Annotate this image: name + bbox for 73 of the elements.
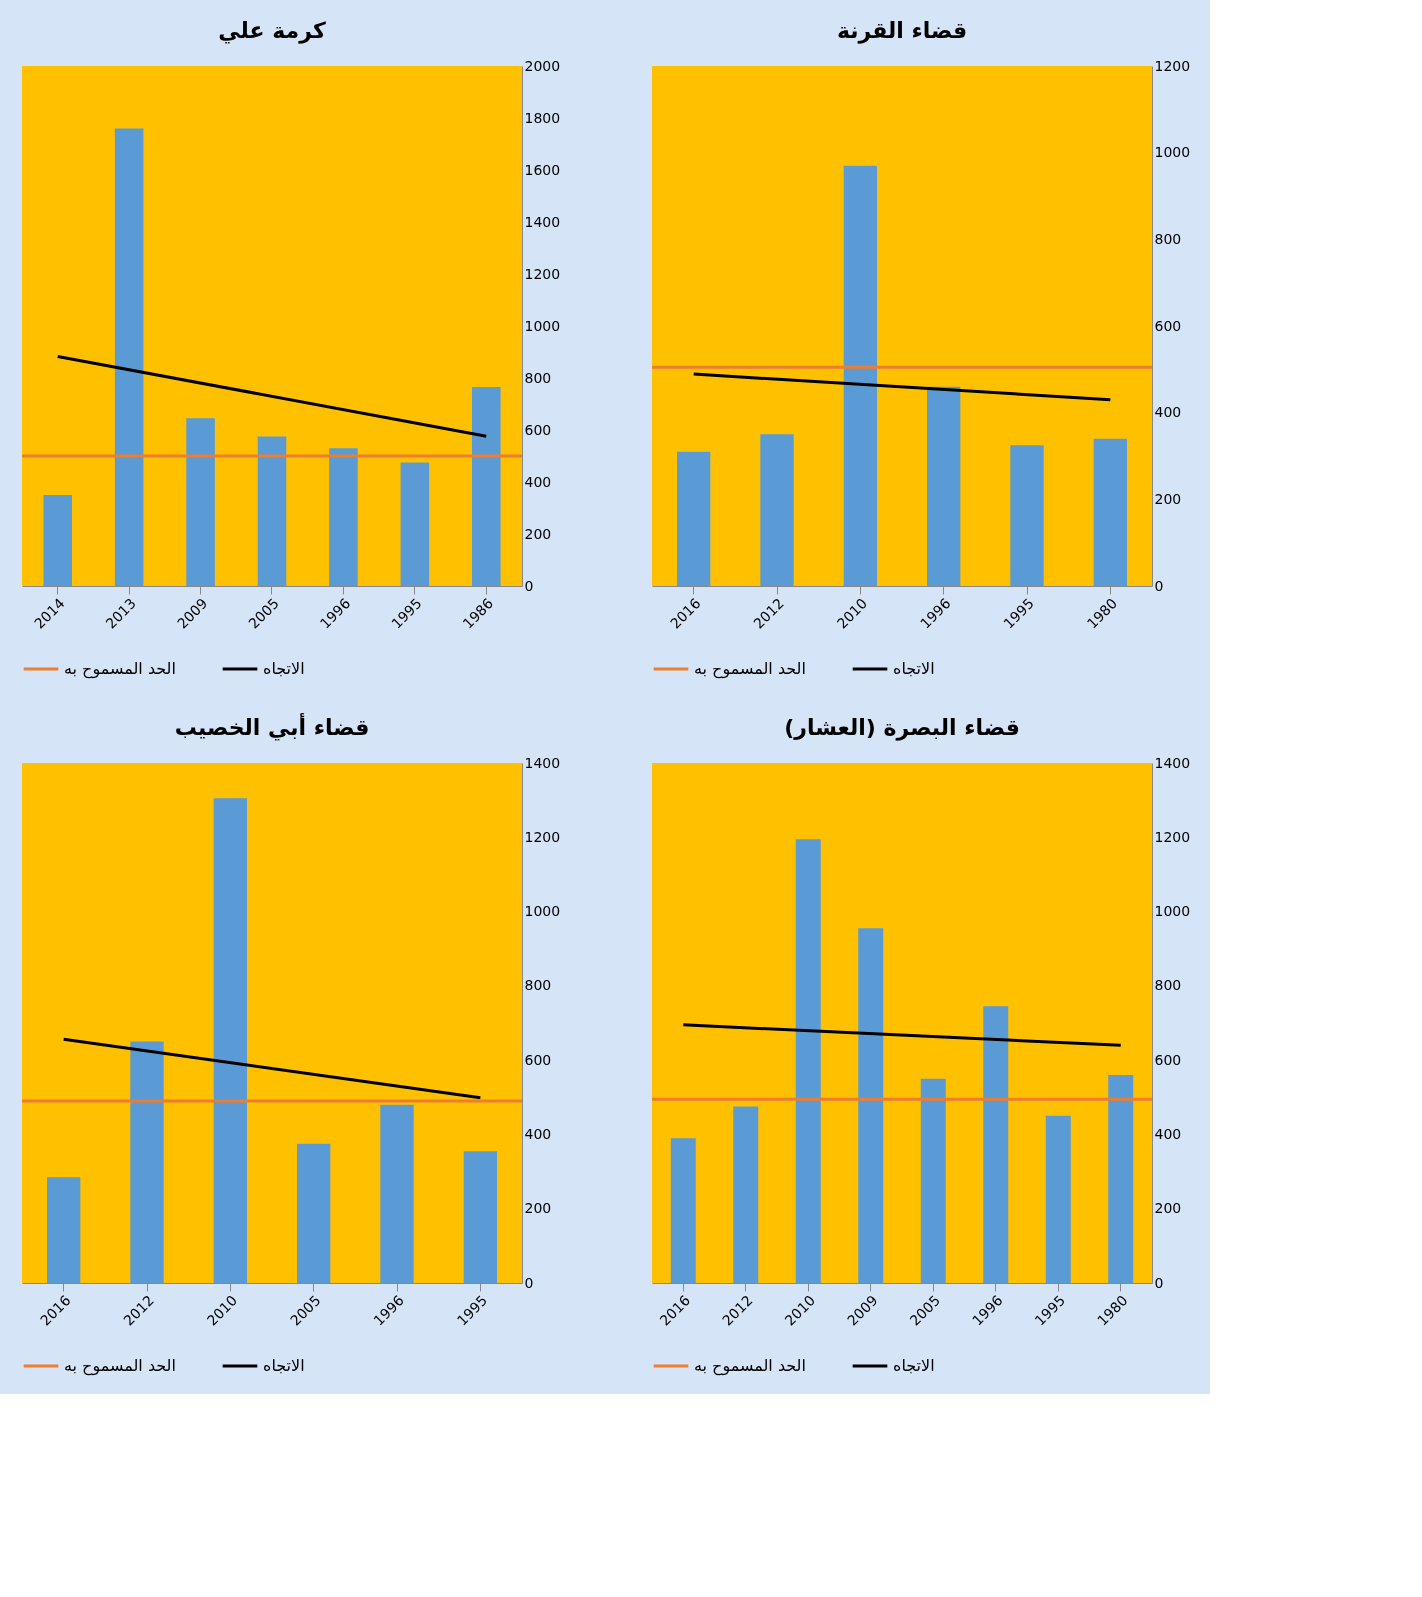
bar: [1010, 445, 1044, 586]
y-tick-label: 600: [524, 421, 552, 438]
bar: [733, 1106, 759, 1283]
y-tick-label: 200: [1154, 1200, 1182, 1217]
y-tick-label: 1400: [524, 213, 561, 230]
bar: [472, 387, 501, 586]
y-tick-label: 200: [1154, 490, 1182, 507]
y-tick-label: 1200: [1154, 57, 1191, 74]
y-tick-label: 400: [524, 1125, 552, 1142]
y-tick-label: 1600: [524, 161, 561, 178]
bar: [186, 418, 215, 586]
bar: [983, 1006, 1009, 1283]
bar: [1093, 438, 1127, 586]
y-tick-label: 0: [524, 577, 534, 594]
legend-label: الحد المسموح به: [64, 659, 176, 679]
legend-label: الحد المسموح به: [694, 1356, 806, 1376]
chart-title: قضاء القرنة: [836, 18, 968, 44]
y-tick-label: 0: [524, 1274, 534, 1291]
y-tick-label: 600: [1154, 1051, 1182, 1068]
y-tick-label: 1000: [1154, 903, 1191, 920]
y-tick-label: 1000: [524, 317, 561, 334]
y-tick-label: 200: [524, 1200, 552, 1217]
y-tick-label: 800: [1154, 230, 1182, 247]
bar: [920, 1078, 946, 1283]
y-tick-label: 800: [1154, 977, 1182, 994]
bar: [380, 1104, 414, 1283]
bar: [114, 128, 144, 586]
bar: [213, 798, 247, 1283]
legend-label: الاتجاه: [893, 659, 935, 678]
y-tick-label: 400: [524, 473, 552, 490]
bar: [670, 1138, 696, 1283]
y-tick-label: 400: [1154, 404, 1182, 421]
bar: [1108, 1075, 1134, 1283]
legend-label: الحد المسموح به: [64, 1356, 176, 1376]
bar: [47, 1177, 81, 1283]
bar: [257, 436, 287, 586]
y-tick-label: 2000: [524, 57, 561, 74]
y-tick-label: 600: [1154, 317, 1182, 334]
bar: [43, 495, 72, 586]
y-tick-label: 0: [1154, 577, 1164, 594]
y-tick-label: 1200: [1154, 828, 1191, 845]
y-tick-label: 1000: [524, 903, 561, 920]
chart-title: قضاء أبي الخصيب: [174, 712, 370, 741]
legend-label: الاتجاه: [893, 1356, 935, 1375]
y-tick-label: 800: [524, 977, 552, 994]
chart-title: كرمة علي: [218, 18, 326, 44]
y-tick-label: 600: [524, 1051, 552, 1068]
chart-title: قضاء البصرة (العشار): [784, 715, 1020, 741]
bar: [760, 434, 794, 586]
bar: [677, 451, 711, 586]
legend-label: الاتجاه: [263, 1356, 305, 1375]
y-tick-label: 0: [1154, 1274, 1164, 1291]
bar: [130, 1041, 164, 1283]
bar: [858, 928, 884, 1283]
y-tick-label: 1000: [1154, 144, 1191, 161]
bar: [795, 839, 821, 1283]
bar: [843, 165, 877, 586]
bar: [1045, 1115, 1071, 1283]
bar: [329, 448, 358, 586]
bar: [927, 386, 961, 586]
y-tick-label: 200: [524, 525, 552, 542]
y-tick-label: 800: [524, 369, 552, 386]
legend-label: الاتجاه: [263, 659, 305, 678]
y-tick-label: 400: [1154, 1125, 1182, 1142]
y-tick-label: 1200: [524, 828, 561, 845]
legend-label: الحد المسموح به: [694, 659, 806, 679]
y-tick-label: 1800: [524, 109, 561, 126]
y-tick-label: 1200: [524, 265, 561, 282]
y-tick-label: 1400: [524, 754, 561, 771]
bar: [297, 1143, 331, 1283]
y-tick-label: 1400: [1154, 754, 1191, 771]
bar: [463, 1151, 497, 1283]
bar: [400, 462, 430, 586]
